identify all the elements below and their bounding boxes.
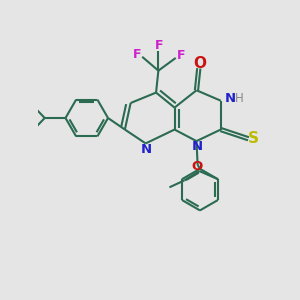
Text: F: F: [154, 39, 163, 52]
Text: N: N: [141, 143, 152, 156]
Text: H: H: [235, 92, 244, 105]
Text: N: N: [191, 140, 203, 153]
Text: O: O: [194, 56, 206, 71]
Text: S: S: [248, 131, 259, 146]
Text: F: F: [133, 48, 141, 61]
Text: N: N: [225, 92, 236, 105]
Text: O: O: [191, 160, 203, 172]
Text: F: F: [176, 49, 185, 62]
